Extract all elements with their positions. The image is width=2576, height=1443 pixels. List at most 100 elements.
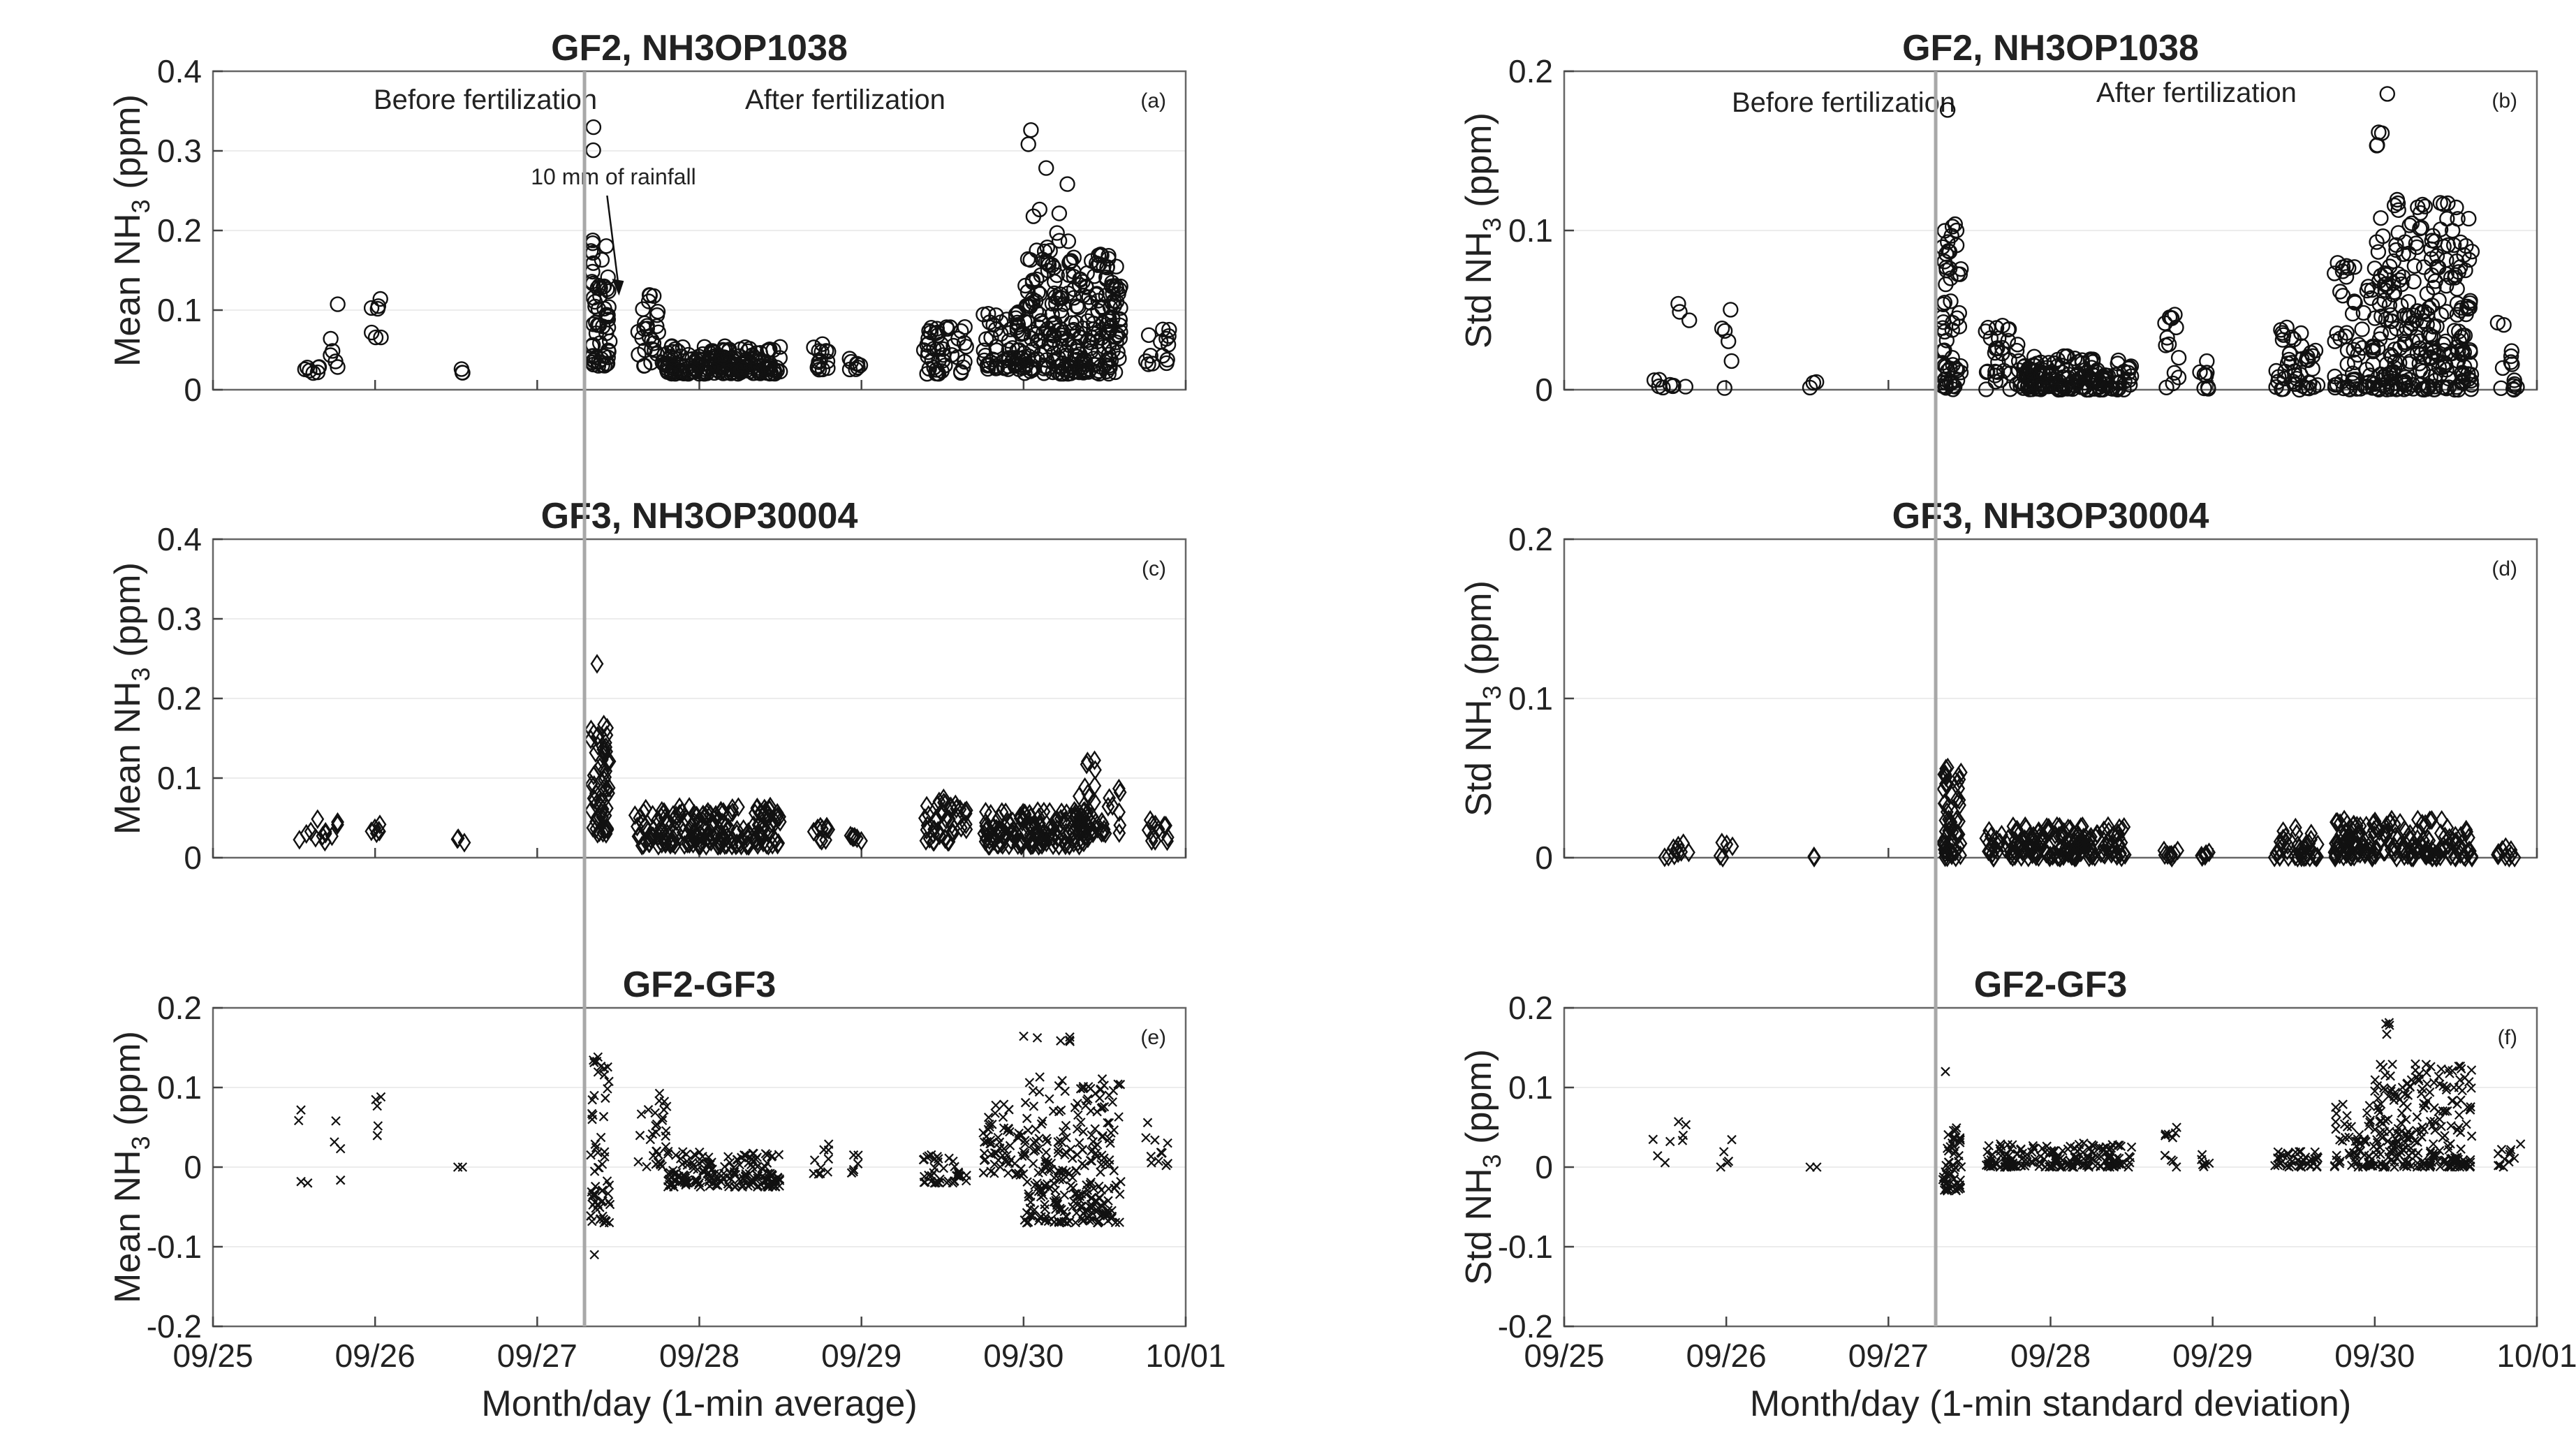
x-tick-label: 09/25	[1524, 1338, 1604, 1374]
data-point	[2422, 1068, 2431, 1078]
data-point	[2341, 837, 2355, 857]
data-point	[2397, 334, 2413, 351]
data-point	[585, 316, 601, 332]
data-point	[2380, 1070, 2390, 1081]
data-point	[2016, 358, 2032, 375]
data-point	[1015, 832, 1029, 853]
data-point	[920, 335, 937, 351]
data-point	[1072, 786, 1086, 807]
data-point	[1063, 315, 1080, 331]
data-point	[2415, 814, 2429, 834]
data-point	[2275, 1152, 2285, 1162]
data-point	[1104, 1118, 1114, 1128]
data-point	[376, 1092, 386, 1102]
data-point	[989, 360, 1006, 376]
data-point	[996, 835, 1010, 855]
data-point	[815, 1169, 825, 1179]
data-point	[1947, 216, 1964, 233]
data-point	[687, 812, 701, 832]
data-point	[2413, 840, 2426, 860]
data-point	[2329, 376, 2346, 393]
data-point	[767, 1151, 777, 1161]
data-point	[1075, 1138, 1084, 1148]
data-point	[2327, 368, 2343, 385]
data-point	[311, 809, 325, 829]
data-point	[635, 1130, 645, 1141]
data-point	[2369, 234, 2385, 250]
data-point	[2083, 1154, 2093, 1164]
data-point	[820, 819, 834, 839]
data-point	[979, 821, 993, 841]
data-point	[2300, 352, 2316, 368]
data-point	[1025, 208, 1042, 224]
data-point	[1060, 362, 1076, 379]
data-point	[588, 763, 602, 784]
data-point	[601, 299, 617, 315]
data-point	[1023, 1217, 1033, 1227]
data-point	[1097, 1102, 1107, 1113]
data-point	[2018, 816, 2032, 837]
data-point	[2495, 1160, 2505, 1171]
data-point	[701, 827, 715, 848]
data-point	[589, 1057, 599, 1068]
y-axis-label-main: Std NH	[1459, 699, 1499, 816]
data-point	[2390, 225, 2406, 241]
data-point	[938, 828, 952, 849]
data-point	[372, 1131, 383, 1141]
data-point	[2061, 818, 2075, 839]
data-point	[2158, 337, 2174, 353]
data-point	[1066, 1144, 1076, 1155]
data-point	[1114, 1217, 1124, 1227]
data-point	[2369, 844, 2383, 865]
y-tick-label: 0	[184, 372, 202, 408]
data-point	[2327, 379, 2343, 396]
data-point	[704, 831, 718, 852]
data-point	[2172, 1162, 2181, 1172]
data-point	[2365, 1115, 2376, 1125]
data-point	[2124, 1152, 2134, 1162]
data-point	[1004, 1104, 1014, 1115]
data-point	[986, 1138, 996, 1148]
panel-label: (f)	[2498, 1026, 2517, 1049]
data-point	[2452, 1152, 2462, 1162]
data-point	[2371, 296, 2388, 312]
data-point	[705, 1160, 715, 1170]
data-point	[635, 301, 651, 317]
data-point	[2370, 1075, 2380, 1085]
data-point	[2367, 261, 2383, 277]
data-point	[2503, 348, 2519, 365]
data-point	[954, 1171, 964, 1181]
data-point	[753, 1182, 763, 1192]
data-point	[1939, 102, 1956, 118]
data-point	[2369, 380, 2385, 397]
data-point	[2065, 1155, 2075, 1166]
data-point	[2075, 1144, 2085, 1155]
y-axis-label-sub: 3	[126, 667, 155, 681]
data-point	[1096, 1167, 1105, 1177]
data-point	[599, 761, 613, 782]
data-point	[1023, 1125, 1033, 1136]
data-point	[598, 767, 612, 787]
y-tick-label: -0.1	[1498, 1229, 1553, 1265]
data-point	[1954, 1184, 1964, 1194]
data-point	[926, 1150, 936, 1160]
data-point	[2066, 1141, 2075, 1152]
data-point	[742, 822, 755, 842]
data-point	[363, 300, 380, 316]
data-point	[2160, 1150, 2170, 1161]
data-point	[2449, 307, 2466, 323]
data-point	[2390, 1162, 2399, 1172]
data-point	[1145, 830, 1158, 851]
data-point	[1716, 847, 1730, 868]
data-point	[1084, 307, 1101, 323]
data-point	[699, 365, 715, 381]
data-point	[2424, 810, 2438, 830]
data-point	[750, 797, 764, 818]
data-point	[1672, 304, 1688, 320]
data-point	[2288, 817, 2302, 838]
data-point	[652, 823, 666, 844]
data-point	[1108, 258, 1124, 274]
data-point	[942, 831, 956, 852]
data-point	[919, 337, 935, 353]
data-point	[983, 1125, 994, 1134]
